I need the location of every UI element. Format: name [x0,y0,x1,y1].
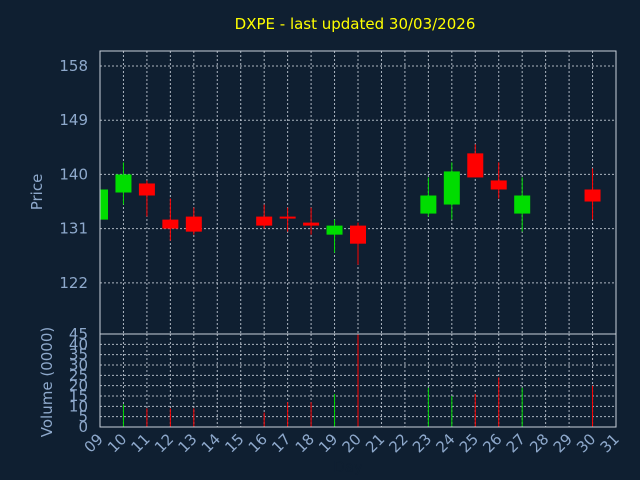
day-tick-label: 13 [174,430,200,456]
candle-body [467,153,484,178]
day-tick-label: 17 [268,430,294,456]
day-tick-label: 23 [409,430,435,456]
candle-body [350,225,366,244]
day-tick-label: 18 [292,430,318,456]
candle-body [279,216,296,219]
volume-tick-label: 45 [69,325,88,343]
price-grid [100,51,616,334]
volume-tick-label: 15 [69,387,88,405]
volume-tick-label: 10 [69,397,88,415]
day-tick-label: 12 [151,430,177,456]
candle-body [584,189,601,202]
day-tick-label: 31 [597,430,623,456]
candle-body [443,171,460,205]
volume-tick-label: 20 [69,377,88,395]
day-tick-label: 29 [550,430,576,456]
price-tick-label: 158 [59,57,88,75]
price-tick-label: 149 [59,111,88,129]
day-tick-label: 19 [315,430,341,456]
candle-body [303,222,320,226]
day-tick-label: 20 [339,430,365,456]
day-tick-label: 21 [362,430,388,456]
candle-body [326,225,343,235]
price-tick-label: 140 [59,165,88,183]
volume-tick-label: 0 [78,418,88,436]
candle-body [162,219,179,229]
day-tick-label: 24 [432,430,458,456]
price-axis-label: Price [28,174,46,211]
price-tick-labels: 158 149 140 131 122 [59,57,88,292]
day-tick-label: 15 [221,430,247,456]
volume-tick-label: 35 [69,346,88,364]
candle-body [100,189,108,220]
day-tick-label: 25 [456,430,482,456]
day-tick-label: 27 [503,430,529,456]
volume-bars [122,334,594,427]
candle-body [185,216,202,232]
day-tick-label: 16 [245,430,271,456]
day-tick-label: 30 [573,430,599,456]
candle-body [420,195,437,214]
candle-body [514,195,531,214]
price-tick-label: 122 [59,274,88,292]
volume-axis-label: Volume (0000) [38,327,56,437]
price-tick-label: 131 [59,220,88,238]
day-tick-label: 11 [128,430,154,456]
volume-tick-label: 30 [69,356,88,374]
day-tick-label: 28 [526,430,552,456]
day-tick-label: 22 [386,430,412,456]
candle-body [256,216,273,226]
day-tick-label: 14 [198,430,224,456]
candle-body [115,174,132,193]
candle-body [490,180,507,190]
volume-tick-label: 40 [69,335,88,353]
day-tick-label: 26 [479,430,505,456]
chart-title: DXPE - last updated 30/03/2026 [235,15,476,33]
day-tick-labels: 0910111213141516171819202122232425262728… [81,430,623,456]
x-axis-label: Day [333,458,363,476]
day-tick-label: 10 [104,430,130,456]
volume-panel-frame [99,333,617,428]
volume-tick-label: 25 [69,366,88,384]
volume-tick-label: 5 [78,408,88,426]
candle-body [138,183,155,196]
candles [99,144,601,265]
